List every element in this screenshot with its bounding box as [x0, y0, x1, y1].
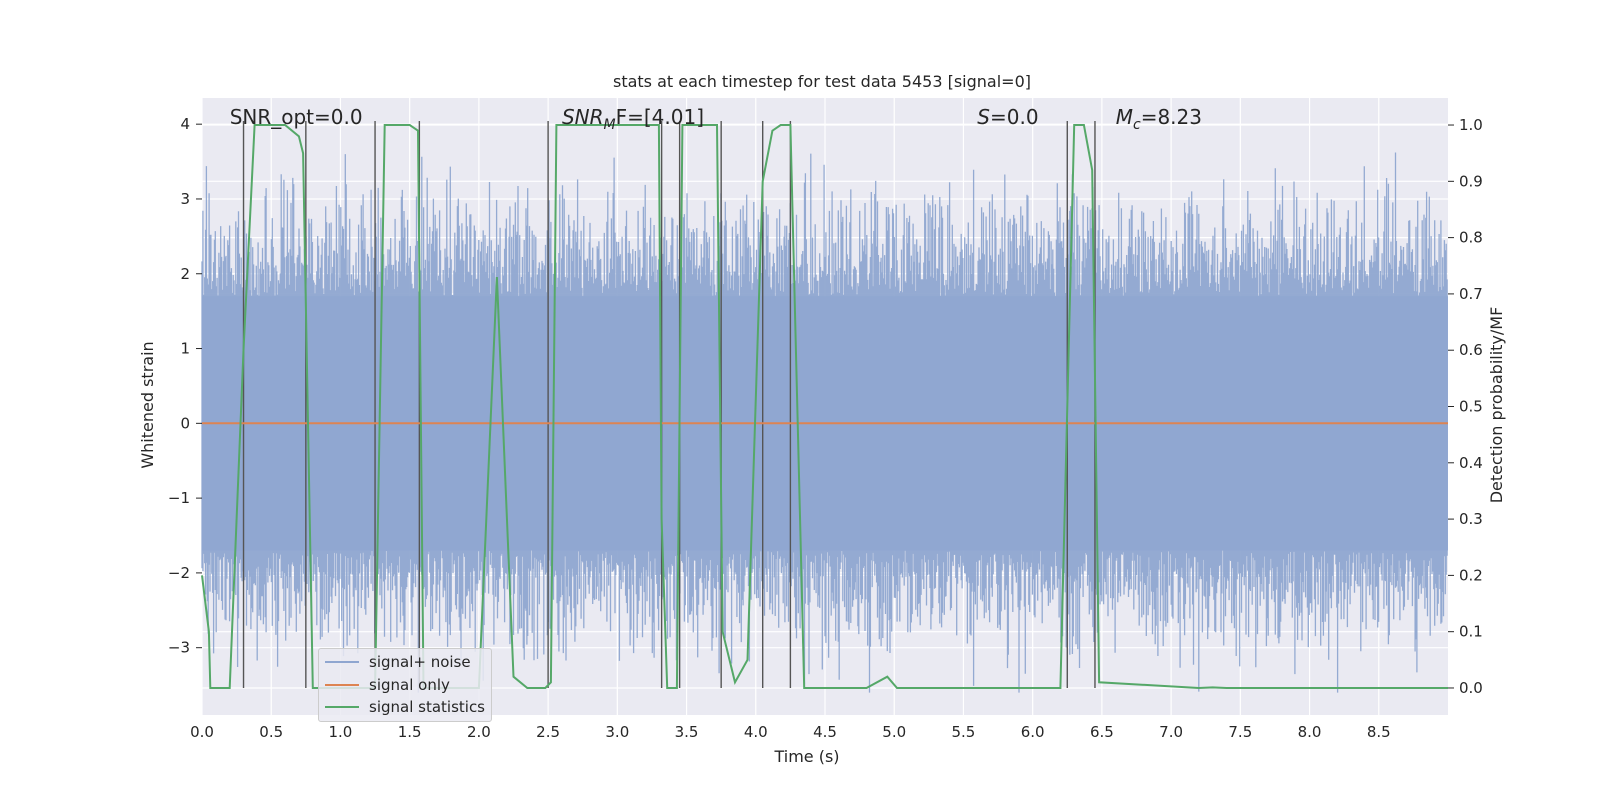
annotation-rest: F=[4.01]: [616, 105, 704, 129]
annotation-main: SNR_opt=0.0: [230, 105, 363, 129]
annotation-rest: =0.0: [990, 105, 1039, 129]
y-right-tick-label: 0.1: [1459, 623, 1483, 641]
legend-swatch: [325, 661, 359, 664]
series-lines: [201, 124, 1448, 690]
y-right-tick-label: 0.0: [1459, 679, 1483, 697]
y-axis-label-left: Whitened strain: [138, 341, 157, 468]
x-tick-label: 5.0: [882, 723, 906, 741]
legend-label: signal only: [369, 675, 450, 694]
legend: signal+ noise signal only signal statist…: [318, 648, 492, 722]
x-tick-label: 3.0: [605, 723, 629, 741]
x-tick-label: 7.0: [1159, 723, 1183, 741]
annotation-sub: c: [1133, 117, 1141, 133]
chart-title: stats at each timestep for test data 545…: [613, 72, 1031, 91]
y-left-tick-label: −2: [168, 564, 190, 582]
x-tick-label: 6.5: [1090, 723, 1114, 741]
legend-swatch: [325, 706, 359, 709]
y-left-tick-label: 3: [180, 190, 190, 208]
legend-swatch: [325, 683, 359, 686]
x-tick-label: 1.5: [398, 723, 422, 741]
annotation: Mc=8.23: [1116, 105, 1202, 133]
x-axis-label: Time (s): [773, 747, 839, 766]
x-tick-label: 0.5: [259, 723, 283, 741]
y-right-tick-label: 0.6: [1459, 341, 1483, 359]
annotation-main: M: [1116, 105, 1133, 129]
annotation: S=0.0: [977, 105, 1038, 129]
annotation-main: SNR: [562, 105, 604, 129]
y-right-tick-label: 0.7: [1459, 285, 1483, 303]
x-tick-label: 4.0: [744, 723, 768, 741]
x-tick-label: 4.5: [813, 723, 837, 741]
legend-label: signal+ noise: [369, 653, 471, 672]
legend-label: signal statistics: [369, 698, 486, 717]
y-right-tick-label: 1.0: [1459, 116, 1483, 134]
y-left-tick-label: 1: [180, 340, 190, 358]
annotation-rest: =8.23: [1141, 105, 1202, 129]
annotations: SNR_opt=0.0 SNRMF=[4.01] S=0.0 Mc=8.23: [230, 105, 1202, 133]
x-tick-label: 8.5: [1367, 723, 1391, 741]
y-axis-label-right: Detection probability/MF: [1487, 307, 1506, 504]
annotation: SNRMF=[4.01]: [562, 105, 704, 133]
annotation-sub: M: [604, 117, 616, 133]
x-tick-label: 0.0: [190, 723, 214, 741]
ticks: 0.0 0.5 1.0 1.5 2.0 2.5 3.0 3.5 4.0 4.5 5.0 5.5 6.0 6…: [168, 115, 1483, 741]
x-tick-label: 8.0: [1298, 723, 1322, 741]
legend-entry: signal+ noise: [325, 651, 485, 674]
series-line: [201, 124, 1448, 690]
y-right-tick-label: 0.8: [1459, 229, 1483, 247]
x-tick-label: 2.5: [536, 723, 560, 741]
y-left-tick-label: −1: [168, 489, 190, 507]
y-right-tick-label: 0.3: [1459, 510, 1483, 528]
legend-entry: signal only: [325, 674, 485, 697]
x-tick-label: 6.0: [1021, 723, 1045, 741]
y-right-tick-label: 0.2: [1459, 566, 1483, 584]
x-tick-label: 5.5: [952, 723, 976, 741]
legend-entry: signal statistics: [325, 696, 485, 719]
x-tick-label: 1.0: [329, 723, 353, 741]
y-left-tick-label: 2: [180, 265, 190, 283]
annotation: SNR_opt=0.0: [230, 105, 363, 129]
x-tick-label: 7.5: [1228, 723, 1252, 741]
y-left-tick-label: 0: [180, 414, 190, 432]
x-tick-label: 2.0: [467, 723, 491, 741]
y-right-tick-label: 0.5: [1459, 398, 1483, 416]
y-right-tick-label: 0.4: [1459, 454, 1483, 472]
x-tick-label: 3.5: [675, 723, 699, 741]
y-right-tick-label: 0.9: [1459, 172, 1483, 190]
y-left-tick-label: −3: [168, 639, 190, 657]
y-left-tick-label: 4: [180, 115, 190, 133]
annotation-main: S: [977, 105, 990, 129]
